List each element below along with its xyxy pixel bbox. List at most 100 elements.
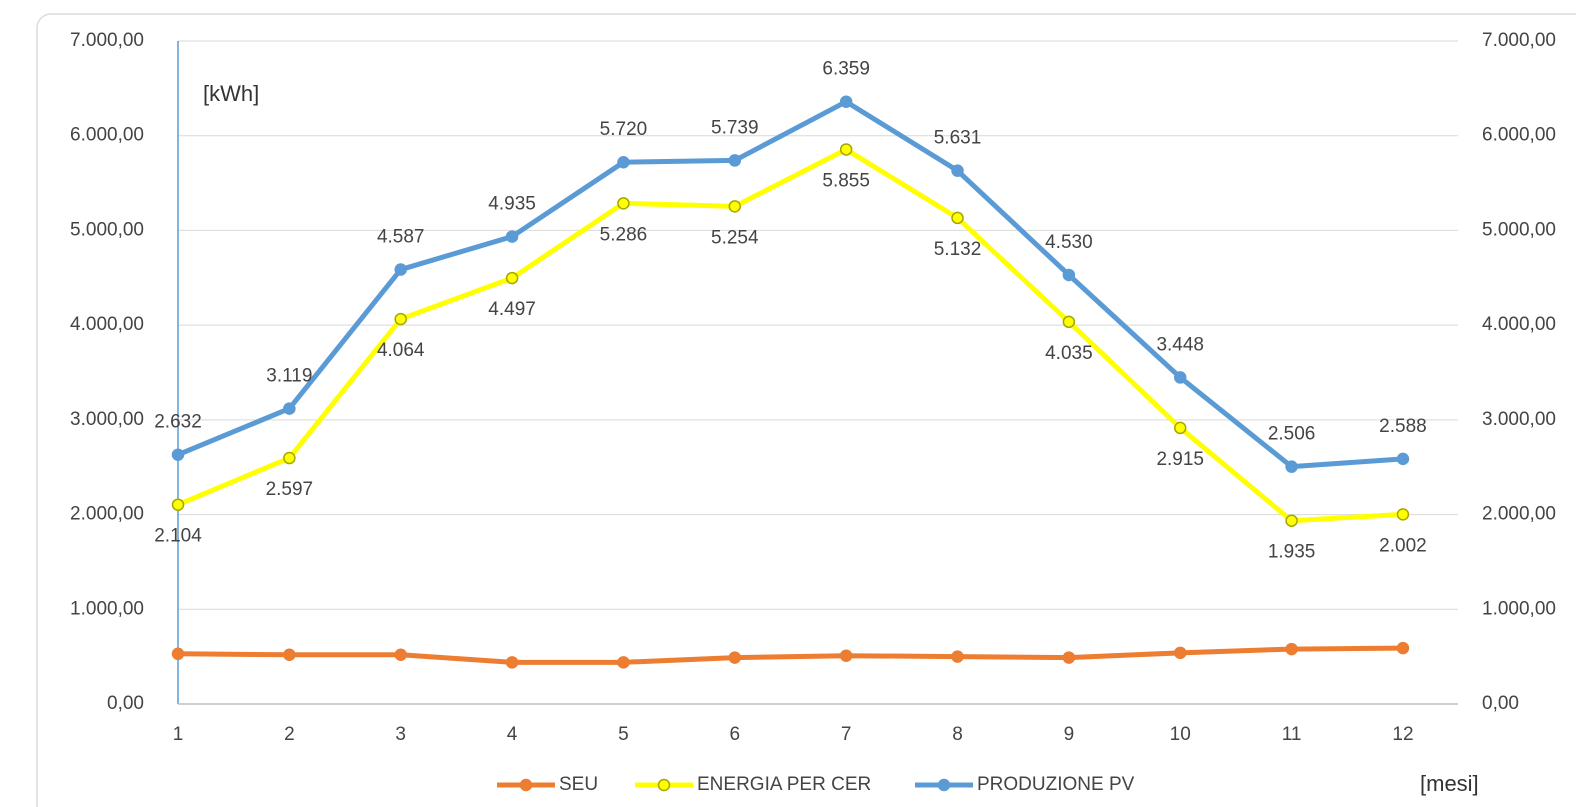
data-label: 5.739 (711, 117, 759, 138)
x-tick-label: 11 (1282, 724, 1302, 745)
point (1173, 371, 1187, 384)
data-label: 5.132 (934, 239, 982, 260)
y-tick-label: 0,00 (107, 693, 144, 714)
data-label: 2.588 (1379, 416, 1427, 437)
data-label: 5.286 (600, 224, 648, 245)
legend-label: ENERGIA PER CER (697, 774, 871, 795)
point (1173, 421, 1187, 435)
point (394, 312, 407, 326)
point (505, 271, 519, 285)
data-label: 1.935 (1268, 542, 1316, 563)
point (505, 230, 519, 243)
point (171, 647, 185, 661)
data-label: 3.448 (1156, 334, 1204, 355)
x-tick-label: 7 (841, 724, 852, 745)
data-label: 6.359 (822, 59, 870, 80)
data-label: 4.035 (1045, 343, 1093, 364)
y-tick-label: 7.000,00 (70, 30, 144, 51)
data-label: 4.497 (488, 299, 536, 320)
y-tick-label: 5.000,00 (70, 219, 144, 240)
y2-tick-label: 3.000,00 (1482, 409, 1556, 430)
point (505, 656, 519, 669)
point (617, 155, 630, 169)
point (1285, 514, 1298, 527)
y2-tick-label: 5.000,00 (1482, 219, 1556, 240)
point (839, 649, 853, 662)
x-tick-label: 9 (1064, 724, 1075, 745)
y-unit-label: [kWh] (203, 81, 259, 106)
data-label: 2.506 (1268, 424, 1316, 445)
legend-marker (519, 778, 533, 792)
point (951, 164, 964, 177)
y-tick-label: 2.000,00 (70, 504, 144, 525)
point (171, 498, 185, 511)
point (1285, 460, 1298, 473)
point (1173, 646, 1187, 660)
x-tick-label: 5 (618, 724, 629, 745)
point (617, 656, 630, 669)
series-line (177, 99, 1404, 470)
point (1062, 268, 1076, 282)
data-label: 2.104 (154, 526, 202, 547)
legend-marker (937, 778, 951, 792)
y2-tick-label: 6.000,00 (1482, 125, 1556, 146)
y2-tick-label: 2.000,00 (1482, 504, 1556, 525)
point (617, 197, 630, 210)
x-tick-label: 1 (173, 724, 184, 745)
data-label: 4.935 (488, 194, 536, 215)
x-tick-label: 6 (730, 724, 741, 745)
point (728, 651, 742, 664)
data-label: 2.915 (1156, 449, 1204, 470)
point (1285, 642, 1298, 656)
data-label: 3.119 (266, 366, 312, 387)
data-label: 4.587 (377, 227, 425, 248)
data-label: 5.720 (600, 119, 648, 140)
x-tick-label: 3 (395, 724, 406, 745)
point (1062, 651, 1076, 664)
point (1062, 315, 1076, 329)
y-tick-label: 4.000,00 (70, 314, 144, 335)
y2-tick-label: 7.000,00 (1482, 30, 1556, 51)
point (839, 143, 853, 156)
point (728, 154, 742, 167)
point (171, 448, 185, 461)
data-label: 4.064 (377, 340, 425, 361)
legend-label: SEU (559, 774, 598, 795)
point (394, 648, 407, 661)
y2-tick-label: 4.000,00 (1482, 314, 1556, 335)
point (394, 263, 407, 276)
x-tick-label: 12 (1392, 724, 1413, 745)
point (839, 95, 853, 108)
point (283, 451, 296, 465)
data-label: 2.002 (1379, 535, 1427, 556)
data-label: 5.254 (711, 227, 759, 248)
y-tick-label: 6.000,00 (70, 125, 144, 146)
data-label: 5.855 (822, 170, 870, 191)
x-tick-label: 10 (1170, 724, 1191, 745)
x-tick-label: 4 (507, 724, 518, 745)
point (283, 402, 296, 415)
legend-marker (657, 778, 671, 792)
point (1396, 641, 1410, 655)
point (1396, 508, 1410, 521)
point (1396, 452, 1410, 466)
x-tick-label: 8 (952, 724, 963, 745)
y-tick-label: 3.000,00 (70, 409, 144, 430)
data-label: 2.597 (266, 479, 314, 500)
y2-tick-label: 1.000,00 (1482, 598, 1556, 619)
series-line (177, 146, 1404, 524)
data-label: 2.632 (154, 412, 202, 433)
data-label: 5.631 (934, 128, 982, 149)
point (728, 200, 742, 213)
point (951, 650, 964, 663)
x-tick-label: 2 (284, 724, 295, 745)
x-unit-label: [mesi] (1420, 771, 1479, 796)
y2-tick-label: 0,00 (1482, 693, 1519, 714)
point (283, 648, 296, 661)
legend-label: PRODUZIONE PV (977, 774, 1135, 795)
point (951, 211, 964, 225)
y-tick-label: 1.000,00 (70, 598, 144, 619)
chart-card (36, 13, 1576, 807)
series-line (177, 645, 1403, 665)
